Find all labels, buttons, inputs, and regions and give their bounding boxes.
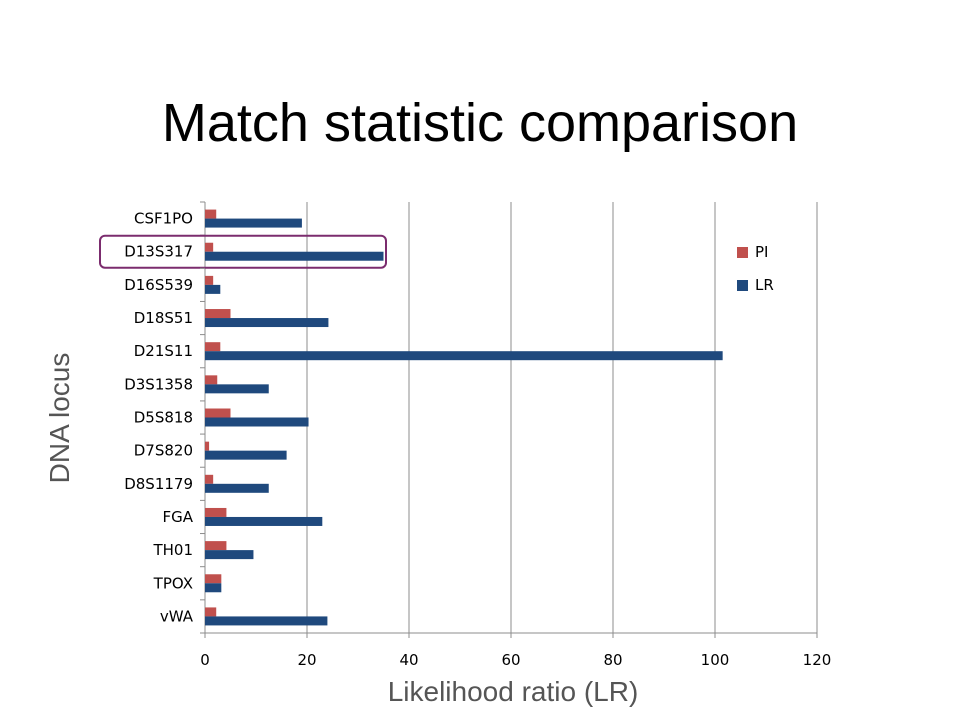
- bar-pi: [205, 409, 231, 418]
- legend-label: PI: [755, 243, 768, 261]
- bar-pi: [205, 442, 209, 451]
- bar-lr: [205, 517, 322, 526]
- bar-pi: [205, 574, 221, 583]
- bar-pi: [205, 607, 216, 616]
- legend-swatch: [737, 247, 748, 258]
- bar-lr: [205, 550, 253, 559]
- category-label: D13S317: [124, 243, 193, 261]
- category-label: D7S820: [134, 442, 193, 460]
- bar-lr: [205, 219, 302, 228]
- category-label: D8S1179: [124, 475, 193, 493]
- x-tick-label: 60: [501, 651, 520, 669]
- bar-lr: [205, 418, 309, 427]
- x-tick-label: 0: [200, 651, 210, 669]
- category-label: D3S1358: [124, 375, 193, 393]
- category-label: D21S11: [134, 342, 193, 360]
- bar-lr: [205, 451, 287, 460]
- x-tick-label: 40: [399, 651, 418, 669]
- x-tick-label: 20: [297, 651, 316, 669]
- bar-lr: [205, 285, 220, 294]
- bar-lr: [205, 583, 221, 592]
- category-label: D5S818: [134, 409, 193, 427]
- category-label: D16S539: [124, 276, 193, 294]
- bar-lr: [205, 384, 269, 393]
- legend-label: LR: [755, 276, 774, 294]
- bar-pi: [205, 342, 220, 351]
- x-tick-label: 120: [803, 651, 832, 669]
- bar-lr: [205, 351, 723, 360]
- bar-lr: [205, 616, 327, 625]
- category-label: vWA: [160, 607, 194, 625]
- legend-swatch: [737, 280, 748, 291]
- bar-pi: [205, 508, 226, 517]
- category-label: FGA: [162, 508, 193, 526]
- bar-pi: [205, 309, 231, 318]
- x-tick-label: 80: [603, 651, 622, 669]
- bar-pi: [205, 475, 213, 484]
- bar-pi: [205, 276, 213, 285]
- bar-pi: [205, 541, 226, 550]
- category-label: TPOX: [153, 574, 193, 592]
- bar-lr: [205, 484, 269, 493]
- bar-pi: [205, 210, 216, 219]
- bar-lr: [205, 252, 384, 261]
- bar-pi: [205, 375, 217, 384]
- category-label: TH01: [152, 541, 193, 559]
- x-tick-label: 100: [701, 651, 730, 669]
- bar-pi: [205, 243, 213, 252]
- category-label: CSF1PO: [134, 210, 193, 228]
- category-label: D18S51: [134, 309, 193, 327]
- bar-lr: [205, 318, 328, 327]
